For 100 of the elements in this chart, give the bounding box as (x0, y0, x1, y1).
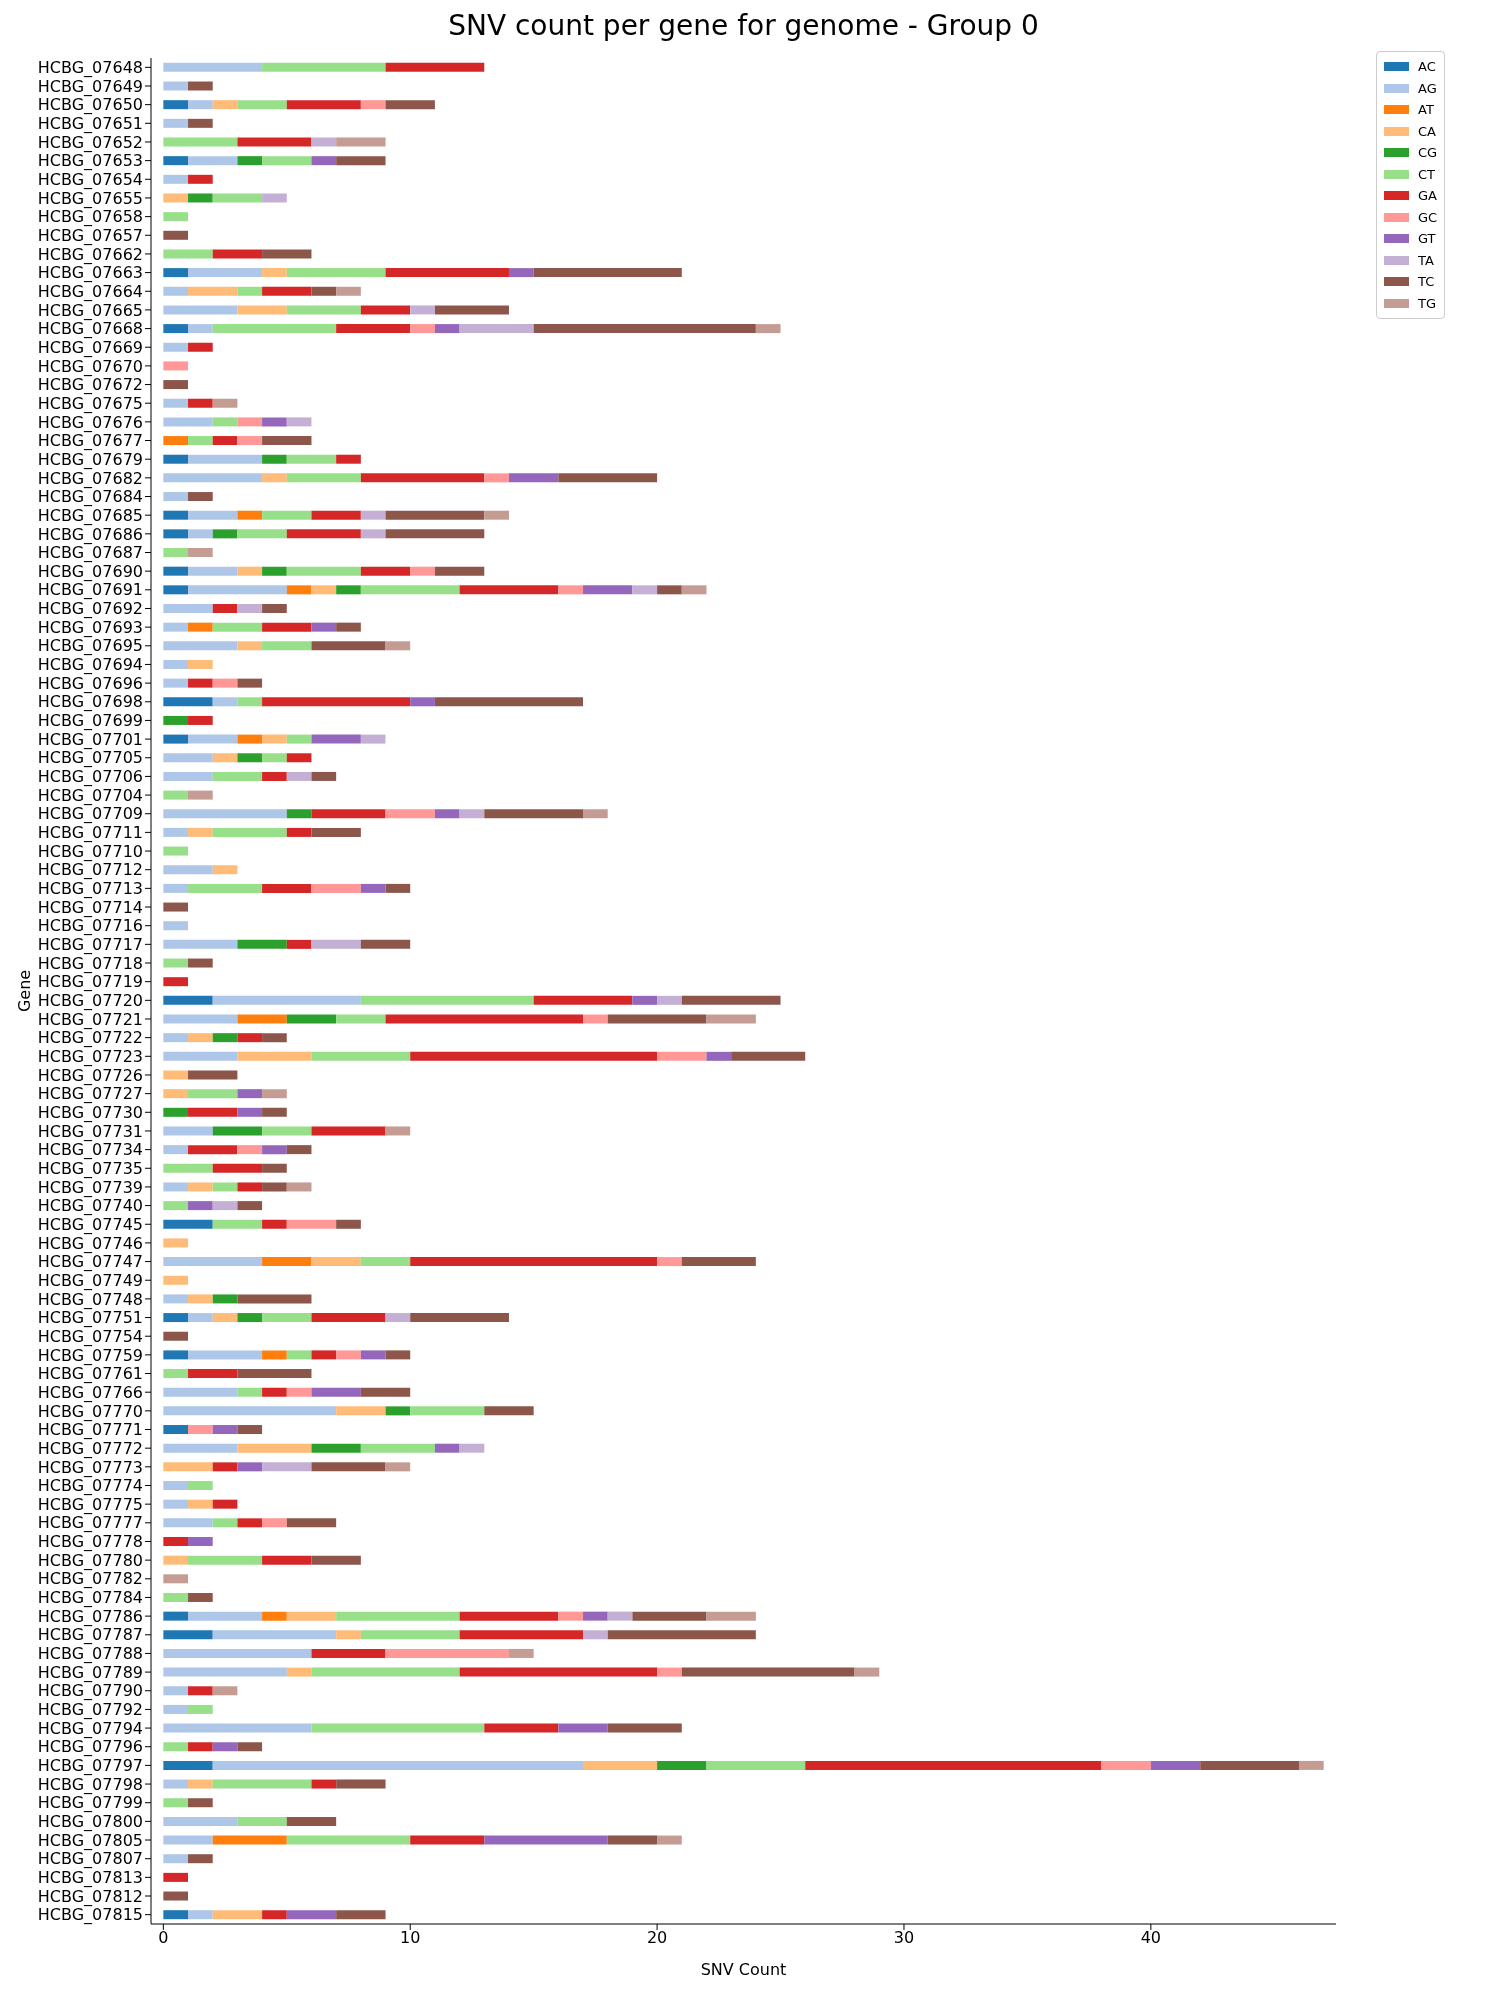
bar (286, 1014, 337, 1024)
bar (311, 734, 361, 744)
bar (410, 1406, 485, 1416)
bar (262, 697, 411, 707)
bar (262, 156, 312, 166)
bar (188, 827, 213, 837)
y-tick-label: HCBG_07759 (37, 1345, 143, 1366)
bar (237, 678, 263, 688)
y-tick-label: HCBG_07654 (37, 169, 143, 190)
bar (262, 1555, 312, 1565)
bar (163, 1910, 189, 1920)
chart-title: SNV count per gene for genome - Group 0 (447, 8, 1040, 44)
bar (311, 510, 361, 520)
y-tick-label: HCBG_07796 (37, 1737, 143, 1758)
bar (286, 939, 312, 949)
bar (188, 1145, 238, 1155)
bar (657, 995, 682, 1005)
y-tick-label: HCBG_07690 (37, 561, 143, 582)
bar (163, 585, 189, 595)
y-tick-label: HCBG_07780 (37, 1550, 143, 1571)
bar (212, 678, 238, 688)
y-tick-label: HCBG_07778 (37, 1532, 143, 1553)
bar (163, 958, 189, 968)
y-tick-label: HCBG_07800 (37, 1812, 143, 1833)
bar (336, 1630, 361, 1640)
bar (237, 417, 263, 427)
bar (262, 1910, 287, 1920)
bar (262, 268, 287, 278)
bar (163, 641, 238, 651)
bar (484, 510, 509, 520)
bar (212, 995, 361, 1005)
bar (212, 249, 263, 259)
bar (336, 137, 386, 147)
bar (212, 697, 238, 707)
bar (385, 809, 435, 819)
bar (163, 1574, 189, 1584)
bar (410, 1835, 485, 1845)
bar (262, 417, 287, 427)
bar (163, 1163, 213, 1173)
bar (336, 1611, 460, 1621)
bar (163, 883, 189, 893)
bar (262, 566, 287, 576)
bar (212, 1499, 238, 1509)
bar (237, 1816, 287, 1826)
bar (681, 1257, 756, 1267)
bar (286, 1816, 337, 1826)
bar (237, 603, 263, 613)
bar (188, 566, 238, 576)
bar (237, 1033, 263, 1043)
bar (163, 417, 213, 427)
y-tick-label: HCBG_07684 (37, 487, 143, 508)
y-tick-label: HCBG_07772 (37, 1438, 143, 1459)
bar (533, 268, 682, 278)
bar (311, 156, 337, 166)
y-tick-label: HCBG_07693 (37, 617, 143, 638)
bar (212, 753, 238, 763)
bar (163, 659, 189, 669)
bar (410, 1257, 658, 1267)
bar (385, 62, 485, 72)
bar (311, 1350, 337, 1360)
y-tick-label: HCBG_07651 (37, 113, 143, 134)
bar (163, 529, 189, 539)
bar (212, 1630, 337, 1640)
bar (163, 809, 287, 819)
bar (583, 1014, 608, 1024)
bar (163, 921, 189, 931)
bar (286, 827, 312, 837)
bar (262, 1126, 312, 1136)
bar (311, 1462, 386, 1472)
legend-label: TA (1418, 252, 1434, 268)
bar (237, 1425, 263, 1435)
bar (188, 118, 213, 128)
bar (484, 1723, 559, 1733)
bar (459, 1443, 485, 1453)
y-tick-label: HCBG_07714 (37, 897, 143, 918)
bar (286, 1910, 337, 1920)
bar (163, 622, 189, 632)
y-tick-label: HCBG_07672 (37, 375, 143, 396)
y-tick-label: HCBG_07662 (37, 244, 143, 265)
bar (657, 1760, 707, 1770)
bar (410, 324, 435, 334)
bar (188, 1425, 213, 1435)
y-tick-label: HCBG_07691 (37, 580, 143, 601)
bar (188, 1107, 238, 1117)
y-tick-label: HCBG_07717 (37, 935, 143, 956)
y-tick-label: HCBG_07774 (37, 1476, 143, 1497)
bar (459, 585, 559, 595)
bar (163, 230, 189, 240)
bar (163, 249, 213, 259)
bar (360, 1350, 386, 1360)
y-tick-label: HCBG_07682 (37, 468, 143, 489)
bar (237, 1182, 263, 1192)
bar (360, 1257, 411, 1267)
bar (262, 454, 287, 464)
bar (212, 1518, 238, 1528)
bar (286, 1182, 312, 1192)
bar (188, 1201, 213, 1211)
bar (237, 305, 287, 315)
bar (237, 1051, 312, 1061)
y-tick-label: HCBG_07653 (37, 151, 143, 172)
